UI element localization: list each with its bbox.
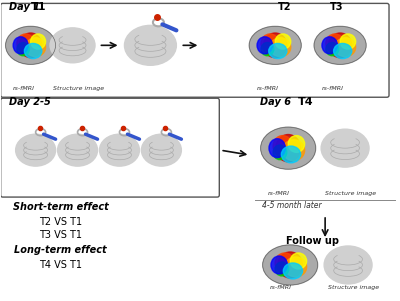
Ellipse shape — [285, 257, 307, 277]
Ellipse shape — [6, 26, 56, 64]
Ellipse shape — [275, 253, 294, 273]
Ellipse shape — [24, 43, 42, 59]
Text: T1: T1 — [31, 2, 46, 12]
Text: rs-fMRI: rs-fMRI — [268, 191, 290, 196]
Ellipse shape — [264, 33, 287, 58]
Text: Structure image: Structure image — [52, 86, 104, 91]
Ellipse shape — [271, 256, 288, 274]
Ellipse shape — [324, 246, 372, 284]
Ellipse shape — [261, 34, 279, 53]
Text: Short-term effect: Short-term effect — [13, 202, 108, 212]
Ellipse shape — [16, 134, 56, 166]
Ellipse shape — [17, 34, 34, 53]
Ellipse shape — [283, 140, 305, 161]
Ellipse shape — [50, 28, 95, 63]
Text: Long-term effect: Long-term effect — [14, 245, 107, 255]
Ellipse shape — [288, 135, 305, 152]
Ellipse shape — [142, 134, 181, 166]
Ellipse shape — [13, 37, 28, 54]
Ellipse shape — [263, 245, 318, 285]
Ellipse shape — [261, 127, 316, 169]
Text: T3: T3 — [330, 2, 344, 12]
Text: rs-fMRI: rs-fMRI — [322, 86, 344, 91]
Ellipse shape — [290, 253, 307, 269]
Ellipse shape — [276, 135, 300, 162]
Text: Day 2-5: Day 2-5 — [9, 97, 50, 107]
Ellipse shape — [326, 42, 339, 56]
Ellipse shape — [26, 38, 46, 57]
Ellipse shape — [334, 43, 352, 59]
Ellipse shape — [281, 146, 300, 163]
Ellipse shape — [269, 43, 287, 59]
Ellipse shape — [261, 42, 274, 56]
Text: T2 VS T1: T2 VS T1 — [39, 217, 82, 227]
Ellipse shape — [58, 134, 98, 166]
Text: 4-5 month later: 4-5 month later — [262, 201, 322, 210]
Ellipse shape — [100, 134, 140, 166]
Ellipse shape — [249, 26, 301, 64]
Ellipse shape — [321, 129, 369, 167]
Text: T4 VS T1: T4 VS T1 — [39, 260, 82, 270]
Text: Day 6: Day 6 — [260, 97, 291, 107]
Ellipse shape — [17, 42, 29, 56]
Text: T3 VS T1: T3 VS T1 — [39, 230, 82, 240]
Text: rs-fMRI: rs-fMRI — [270, 285, 292, 290]
Text: Follow up: Follow up — [286, 236, 339, 246]
Text: rs-fMRI: rs-fMRI — [257, 86, 279, 91]
Ellipse shape — [335, 38, 356, 57]
Ellipse shape — [328, 33, 352, 58]
Text: Structure image: Structure image — [325, 191, 376, 196]
Ellipse shape — [270, 38, 291, 57]
Ellipse shape — [326, 34, 344, 53]
Ellipse shape — [322, 37, 338, 54]
Ellipse shape — [124, 25, 176, 65]
Ellipse shape — [314, 26, 366, 64]
Ellipse shape — [257, 37, 273, 54]
Ellipse shape — [31, 34, 46, 49]
Text: Day 1: Day 1 — [9, 2, 40, 12]
Text: T2: T2 — [278, 2, 292, 12]
Ellipse shape — [275, 262, 289, 276]
Ellipse shape — [278, 252, 302, 278]
Text: T4: T4 — [298, 97, 314, 107]
Ellipse shape — [283, 263, 302, 279]
Ellipse shape — [269, 139, 286, 158]
Ellipse shape — [273, 145, 287, 160]
Text: Structure image: Structure image — [328, 285, 379, 290]
Text: rs-fMRI: rs-fMRI — [13, 86, 35, 91]
Ellipse shape — [273, 135, 292, 157]
Ellipse shape — [340, 34, 356, 49]
Ellipse shape — [19, 33, 42, 58]
Ellipse shape — [275, 34, 291, 49]
